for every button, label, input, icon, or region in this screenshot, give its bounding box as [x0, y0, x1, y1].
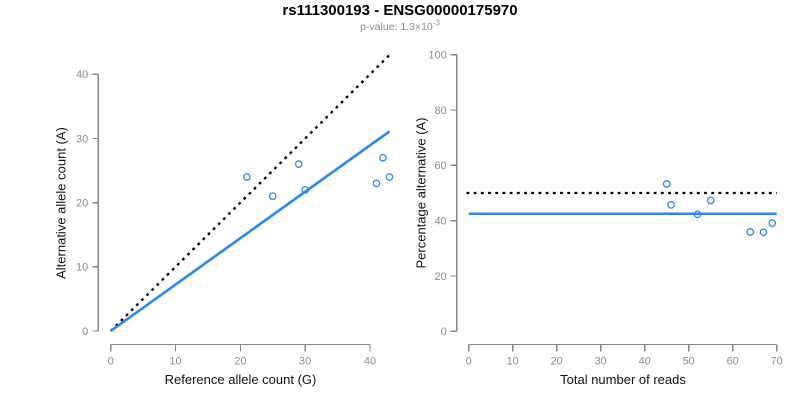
data-point — [693, 210, 702, 219]
y-tick-label: 20 — [76, 198, 88, 210]
data-point — [706, 196, 715, 205]
fit-line — [109, 130, 391, 333]
x-tick-label: 60 — [727, 356, 739, 368]
data-point — [294, 160, 303, 168]
data-point — [667, 201, 675, 209]
x-tick-label: 10 — [169, 356, 181, 368]
y-tick-label: 40 — [76, 69, 88, 81]
page-subtitle: p-value: 1.3×10-3 — [0, 18, 800, 33]
right-plot-x-axis-title: Total number of reads — [560, 372, 686, 387]
right-plot-y-axis-title: Percentage alternative (A) — [413, 117, 429, 269]
right-scatter-plot: 0 20 40 60 80 100 0 10 20 30 40 50 60 70 — [428, 50, 782, 368]
x-tick-label: 40 — [364, 356, 376, 368]
y-tick-label: 20 — [434, 271, 446, 283]
x-tick-label: 0 — [108, 356, 114, 368]
data-point — [662, 180, 671, 188]
data-point — [372, 179, 381, 188]
identity-line — [109, 54, 391, 332]
left-scatter-plot: 0 10 20 30 40 0 10 20 30 40 — [76, 54, 394, 368]
x-tick-label: 30 — [595, 356, 607, 368]
data-point — [379, 153, 387, 162]
y-tick-label: 80 — [434, 105, 446, 117]
subtitle-exponent: -3 — [432, 18, 440, 28]
y-tick-label: 30 — [76, 133, 88, 145]
y-tick-label: 0 — [441, 326, 447, 338]
x-tick-label: 0 — [466, 356, 472, 368]
x-tick-label: 10 — [507, 356, 519, 368]
data-point — [268, 192, 277, 201]
x-tick-label: 40 — [639, 356, 651, 368]
x-tick-label: 20 — [234, 356, 246, 368]
data-point — [759, 228, 768, 237]
data-point — [746, 228, 755, 236]
subtitle-text: p-value: 1.3×10 — [360, 21, 433, 33]
data-point — [385, 173, 394, 181]
y-tick-label: 10 — [76, 262, 88, 274]
x-tick-label: 70 — [771, 356, 783, 368]
y-tick-label: 40 — [434, 216, 446, 228]
left-plot-x-axis-title: Reference allele count (G) — [164, 372, 317, 387]
y-tick-label: 100 — [428, 50, 446, 62]
data-point — [242, 173, 251, 181]
x-tick-label: 50 — [683, 356, 695, 368]
x-tick-label: 30 — [299, 356, 311, 368]
y-tick-label: 0 — [82, 326, 88, 338]
data-point — [768, 219, 777, 227]
left-plot-y-axis-title: Alternative allele count (A) — [53, 127, 69, 279]
data-point — [301, 185, 310, 194]
page-title: rs111300193 - ENSG00000175970 — [282, 2, 518, 19]
x-tick-label: 20 — [551, 356, 563, 368]
y-tick-label: 60 — [434, 160, 446, 172]
